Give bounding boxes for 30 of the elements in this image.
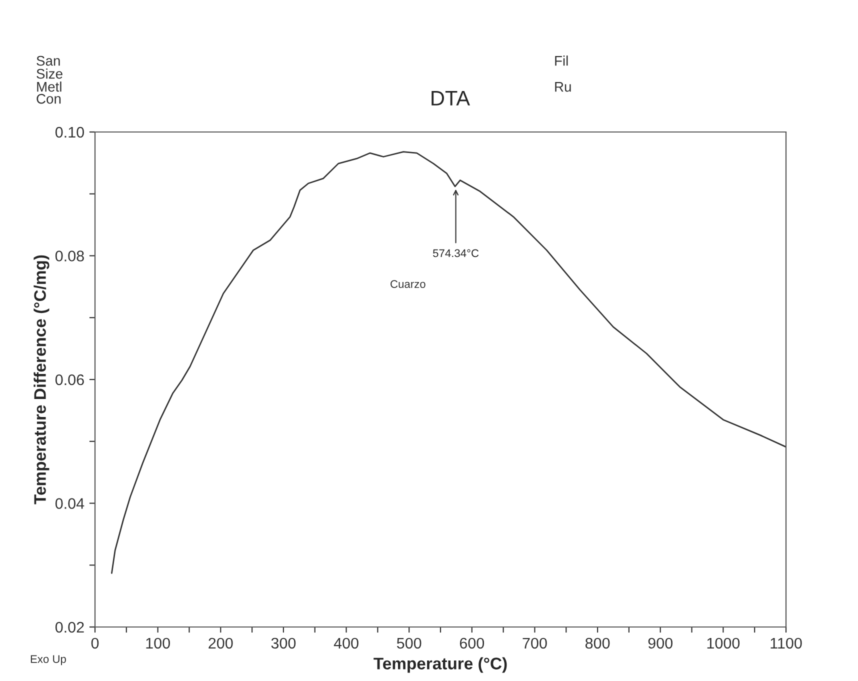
y-tick-label: 0.04 xyxy=(55,498,84,509)
x-axis-title: Temperature (°C) xyxy=(374,657,507,673)
y-tick-label: 0.02 xyxy=(55,622,84,633)
x-tick-label: 1000 xyxy=(707,638,740,649)
line-series xyxy=(111,151,786,574)
x-tick-label: 500 xyxy=(396,638,422,649)
text: Exo Up xyxy=(30,655,66,666)
x-tick-label: 600 xyxy=(460,638,484,649)
x-tick-label: 300 xyxy=(271,638,296,649)
x-tick-label: 100 xyxy=(146,638,170,649)
text: Size xyxy=(36,68,62,79)
y-tick-label: 0.10 xyxy=(55,126,84,138)
annotation: 574.34°C xyxy=(433,249,479,258)
annotation: Cuarzo xyxy=(390,280,426,288)
text: Con xyxy=(36,94,61,104)
x-tick-label: 1100 xyxy=(770,638,802,649)
x-tick-label: 800 xyxy=(585,638,610,649)
x-tick-label: 900 xyxy=(648,638,673,649)
x-tick-label: 400 xyxy=(334,638,358,649)
text: Fil xyxy=(555,56,568,66)
chart-title: DTA xyxy=(432,91,470,106)
y-tick-label: 0.06 xyxy=(55,374,84,386)
text: San xyxy=(36,56,60,66)
text: Ru xyxy=(555,82,571,92)
x-tick-label: 0 xyxy=(91,638,99,649)
text: Metl xyxy=(37,82,62,92)
x-tick-label: 700 xyxy=(522,638,547,649)
y-tick-label: 0.08 xyxy=(55,250,84,262)
y-axis-title: Temperature Difference (°C/mg) xyxy=(34,255,50,504)
x-tick-label: 200 xyxy=(208,638,233,649)
